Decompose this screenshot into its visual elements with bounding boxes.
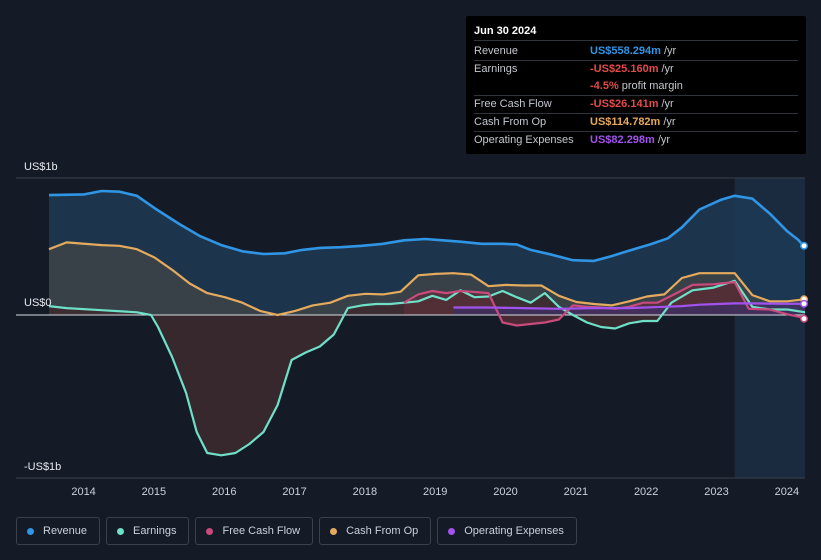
legend-label: Free Cash Flow [222, 525, 301, 537]
legend-earnings-button[interactable]: Earnings [106, 517, 190, 545]
tooltip-label [474, 78, 590, 95]
tooltip-label: Revenue [474, 45, 519, 57]
tooltip-row-margin: -4.5% profit margin [474, 78, 798, 96]
end-marker-0 [800, 241, 808, 250]
tooltip-row-earnings: Earnings -US$25.160m /yr [474, 61, 798, 78]
tooltip-value: US$558.294m [590, 45, 661, 57]
tooltip-value: -US$26.141m [590, 98, 659, 110]
y-tick-label: US$1b [24, 161, 58, 173]
line-operating-expenses [453, 302, 805, 310]
tooltip-unit: /yr [663, 45, 677, 57]
revenue-dot-icon [27, 527, 34, 535]
chart-svg: US$1b US$0 -US$1b 2014 2015 2016 2017 2018 2019 2… [16, 161, 808, 498]
legend-cfo-button[interactable]: Cash From Op [319, 517, 432, 545]
tooltip-value: -4.5% [590, 80, 619, 92]
legend-label: Cash From Op [346, 525, 419, 537]
x-tick-label: 2023 [704, 486, 728, 498]
tooltip-date: Jun 30 2024 [474, 22, 798, 41]
tooltip-value: US$82.298m [590, 134, 655, 146]
tooltip-unit: /yr [657, 134, 671, 146]
x-tick-label: 2018 [353, 486, 377, 498]
tooltip-label: Free Cash Flow [474, 98, 552, 110]
tooltip-label: Operating Expenses [474, 134, 574, 146]
y-tick-label: -US$1b [24, 461, 61, 473]
tooltip-row-fcf: Free Cash Flow -US$26.141m /yr [474, 96, 798, 114]
legend-revenue-button[interactable]: Revenue [16, 517, 101, 545]
legend-label: Operating Expenses [464, 525, 564, 537]
legend-opex-button[interactable]: Operating Expenses [437, 517, 577, 545]
opex-dot-icon [448, 527, 456, 535]
x-tick-label: 2017 [282, 486, 306, 498]
end-marker-3 [800, 314, 808, 323]
line-cash-from-op [48, 241, 805, 317]
cfo-dot-icon [330, 527, 338, 535]
x-tick-label: 2019 [423, 486, 447, 498]
area-revenue [49, 191, 805, 315]
line-revenue [48, 189, 805, 263]
x-tick-label: 2014 [71, 486, 95, 498]
legend-label: Earnings [133, 525, 177, 537]
legend: Revenue Earnings Free Cash Flow Cash Fro… [16, 517, 577, 545]
x-tick-label: 2020 [493, 486, 517, 498]
end-marker-2 [800, 299, 808, 308]
legend-fcf-button[interactable]: Free Cash Flow [195, 517, 314, 545]
x-tick-label: 2015 [142, 486, 166, 498]
x-tick-label: 2024 [775, 486, 799, 498]
fcf-dot-icon [206, 527, 214, 535]
x-tick-label: 2016 [212, 486, 236, 498]
x-tick-label: 2022 [634, 486, 658, 498]
tooltip-value: -US$25.160m [590, 63, 659, 75]
earnings-dot-icon [117, 527, 125, 535]
line-earnings [48, 279, 805, 457]
tooltip-unit: profit margin [621, 80, 683, 92]
series-group [16, 189, 805, 457]
tooltip-unit: /yr [661, 63, 674, 75]
tooltip: Jun 30 2024 Revenue US$558.294m /yr Earn… [466, 16, 806, 154]
tooltip-unit: /yr [663, 116, 676, 128]
tooltip-unit: /yr [661, 98, 674, 110]
x-tick-label: 2021 [564, 486, 588, 498]
area-cash-from-op [49, 242, 805, 315]
tooltip-label: Cash From Op [474, 116, 547, 128]
legend-label: Revenue [43, 525, 88, 537]
tooltip-row-opex: Operating Expenses US$82.298m /yr [474, 132, 798, 149]
y-tick-label: US$0 [24, 297, 52, 309]
tooltip-value: US$114.782m [590, 116, 661, 128]
tooltip-label: Earnings [474, 63, 518, 75]
tooltip-row-revenue: Revenue US$558.294m /yr [474, 43, 798, 61]
tooltip-row-cfo: Cash From Op US$114.782m /yr [474, 114, 798, 132]
area-earnings [49, 280, 805, 456]
